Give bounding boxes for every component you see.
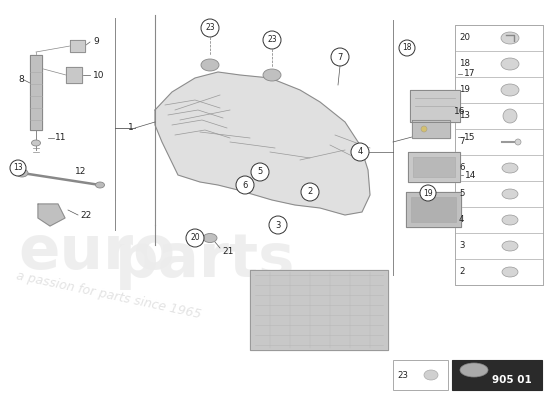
Ellipse shape xyxy=(201,59,219,71)
Text: 16: 16 xyxy=(454,106,465,116)
Text: 19: 19 xyxy=(423,188,433,198)
Ellipse shape xyxy=(96,182,104,188)
Text: 2: 2 xyxy=(459,268,465,276)
Circle shape xyxy=(269,216,287,234)
Text: 1: 1 xyxy=(128,124,134,132)
Polygon shape xyxy=(66,67,82,83)
Bar xyxy=(411,197,456,222)
Polygon shape xyxy=(250,270,388,350)
Polygon shape xyxy=(408,152,460,182)
Bar xyxy=(413,157,455,177)
Text: 6: 6 xyxy=(243,180,248,190)
Text: 5: 5 xyxy=(459,190,465,198)
Bar xyxy=(455,25,543,285)
Text: 7: 7 xyxy=(459,138,465,146)
Text: 11: 11 xyxy=(55,134,67,142)
Ellipse shape xyxy=(460,363,488,377)
Text: 20: 20 xyxy=(459,34,470,42)
Ellipse shape xyxy=(502,189,518,199)
Circle shape xyxy=(301,183,319,201)
Ellipse shape xyxy=(502,163,518,173)
Ellipse shape xyxy=(31,140,41,146)
Circle shape xyxy=(331,48,349,66)
Circle shape xyxy=(515,139,521,145)
Circle shape xyxy=(399,40,415,56)
Text: 7: 7 xyxy=(337,52,343,62)
Text: 2: 2 xyxy=(307,188,312,196)
Text: 4: 4 xyxy=(358,148,362,156)
Text: 23: 23 xyxy=(397,370,408,380)
Ellipse shape xyxy=(503,109,517,123)
Ellipse shape xyxy=(502,241,518,251)
Circle shape xyxy=(236,176,254,194)
Circle shape xyxy=(251,163,269,181)
Ellipse shape xyxy=(501,84,519,96)
Bar xyxy=(452,360,542,390)
Ellipse shape xyxy=(263,69,281,81)
Text: 8: 8 xyxy=(18,76,24,84)
Text: 9: 9 xyxy=(93,38,99,46)
Polygon shape xyxy=(38,204,65,226)
Circle shape xyxy=(201,19,219,37)
Text: 10: 10 xyxy=(93,70,104,80)
Ellipse shape xyxy=(502,215,518,225)
Ellipse shape xyxy=(502,267,518,277)
Circle shape xyxy=(10,160,26,176)
Text: 17: 17 xyxy=(464,70,476,78)
Text: 13: 13 xyxy=(459,112,470,120)
Text: 18: 18 xyxy=(402,44,412,52)
Ellipse shape xyxy=(203,234,217,242)
Text: 13: 13 xyxy=(13,164,23,172)
Text: euro: euro xyxy=(18,222,175,282)
Ellipse shape xyxy=(424,370,438,380)
Circle shape xyxy=(263,31,281,49)
Text: 4: 4 xyxy=(459,216,465,224)
Text: parts: parts xyxy=(115,230,295,290)
Ellipse shape xyxy=(501,58,519,70)
Text: 14: 14 xyxy=(465,170,476,180)
Text: 3: 3 xyxy=(276,220,280,230)
Polygon shape xyxy=(410,90,460,122)
Text: 5: 5 xyxy=(257,168,263,176)
Text: 20: 20 xyxy=(190,234,200,242)
Text: 905 01: 905 01 xyxy=(492,375,532,385)
Ellipse shape xyxy=(16,169,28,177)
Text: 18: 18 xyxy=(459,60,470,68)
Circle shape xyxy=(351,143,369,161)
Text: 23: 23 xyxy=(267,36,277,44)
Text: 23: 23 xyxy=(205,24,215,32)
Text: 15: 15 xyxy=(464,132,476,142)
Polygon shape xyxy=(155,72,370,215)
Polygon shape xyxy=(30,55,42,130)
Text: 19: 19 xyxy=(459,86,470,94)
Text: 3: 3 xyxy=(459,242,465,250)
Polygon shape xyxy=(70,40,85,52)
Polygon shape xyxy=(406,192,461,227)
Circle shape xyxy=(420,185,436,201)
Text: 22: 22 xyxy=(80,210,91,220)
Text: 21: 21 xyxy=(222,248,233,256)
Text: 6: 6 xyxy=(459,164,465,172)
Text: 12: 12 xyxy=(75,168,86,176)
Circle shape xyxy=(421,126,427,132)
Circle shape xyxy=(186,229,204,247)
Ellipse shape xyxy=(501,32,519,44)
Bar xyxy=(393,360,448,390)
Text: a passion for parts since 1965: a passion for parts since 1965 xyxy=(15,269,202,321)
Polygon shape xyxy=(412,120,450,138)
